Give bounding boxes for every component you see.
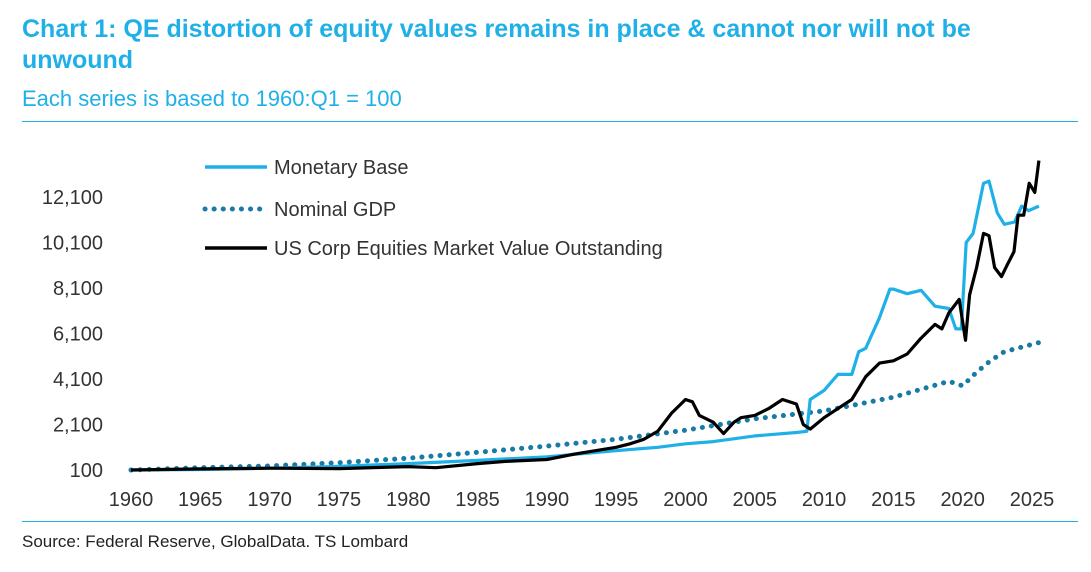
x-tick-label: 1975 [317,489,362,511]
x-tick-label: 2015 [871,489,916,511]
y-tick-label: 8,100 [53,278,103,300]
legend-label-equities: US Corp Equities Market Value Outstandin… [274,238,663,260]
top-divider [22,121,1078,122]
y-tick-label: 6,100 [53,324,103,346]
x-tick-label: 1970 [247,489,292,511]
x-tick-label: 2025 [1010,489,1055,511]
plot-lines [128,160,1042,473]
series-nominal-gdp [128,340,1042,473]
legend: Monetary Base Nominal GDP US Corp Equiti… [202,157,663,260]
x-tick-label: 2010 [802,489,847,511]
x-tick-label: 1985 [455,489,500,511]
bottom-divider [22,521,1078,522]
x-tick-label: 2020 [940,489,985,511]
y-tick-label: 100 [70,460,103,482]
y-tick-label: 10,100 [42,233,103,255]
x-axis: 1960 1965 1970 1975 1980 1985 1990 1995 2000 2005… [109,489,1055,511]
x-tick-label: 2005 [733,489,778,511]
series-monetary-base [130,179,1040,472]
chart-area: 100 2,100 4,100 6,100 8,100 10,100 12,100 1960… [42,157,1055,511]
y-tick-label: 2,100 [53,415,103,437]
legend-label-nominal-gdp: Nominal GDP [274,199,396,221]
x-tick-label: 1980 [386,489,431,511]
x-tick-label: 1960 [109,489,154,511]
x-tick-label: 1965 [178,489,223,511]
y-tick-label: 4,100 [53,369,103,391]
source-note: Source: Federal Reserve, GlobalData. TS … [22,532,409,551]
y-tick-label: 12,100 [42,187,103,209]
chart-subtitle: Each series is based to 1960:Q1 = 100 [22,86,402,111]
y-axis: 100 2,100 4,100 6,100 8,100 10,100 12,100 [42,187,103,482]
series-us-corp-equities [130,160,1041,472]
x-tick-label: 1990 [525,489,570,511]
x-tick-label: 2000 [663,489,708,511]
x-tick-label: 1995 [594,489,639,511]
legend-label-monetary-base: Monetary Base [274,157,409,179]
chart-title: Chart 1: QE distortion of equity values … [22,15,971,74]
